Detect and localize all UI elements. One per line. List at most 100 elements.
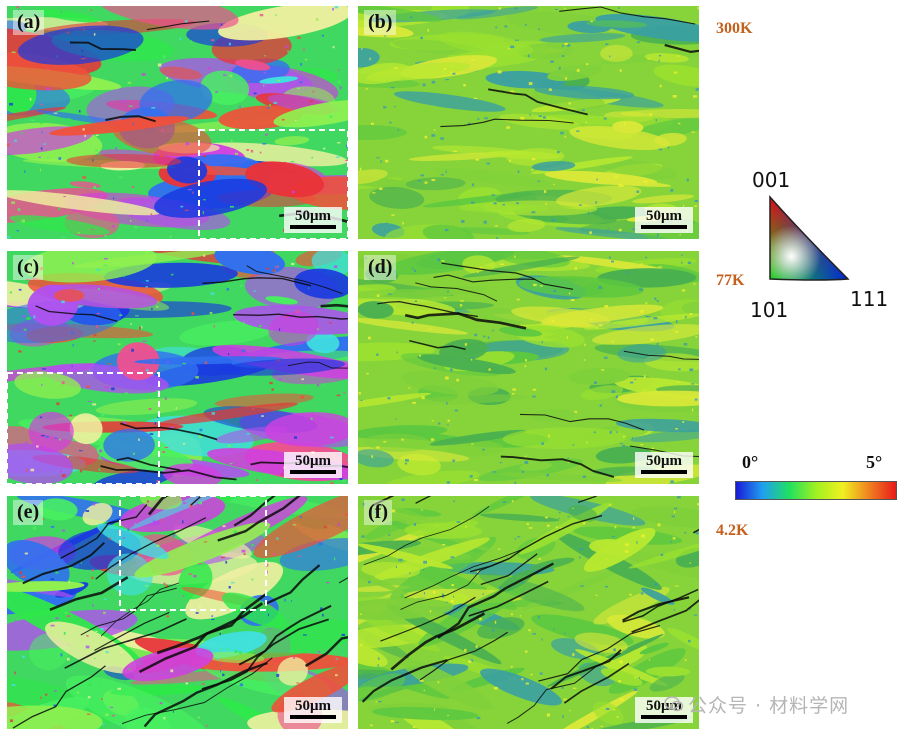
grain [592, 701, 624, 725]
ipf-orientation-map [7, 251, 348, 484]
speckle [38, 156, 41, 158]
speckle [162, 451, 165, 454]
speckle [85, 645, 90, 649]
speckle [54, 690, 57, 692]
crack [404, 548, 524, 599]
speckle [447, 714, 449, 717]
speckle [156, 544, 160, 547]
speckle [184, 209, 189, 211]
speckle [595, 201, 597, 204]
speckle [142, 340, 147, 342]
panel-label: (e) [13, 500, 44, 525]
speckle [404, 462, 408, 465]
speckle [427, 29, 429, 32]
speckle [39, 121, 44, 124]
grain [366, 62, 471, 82]
speckle [127, 668, 131, 670]
speckle [413, 523, 416, 526]
speckle [310, 413, 314, 417]
speckle [92, 503, 96, 506]
grain [485, 150, 562, 160]
speckle [221, 647, 223, 651]
speckle [361, 48, 363, 50]
speckle [674, 585, 679, 587]
speckle [398, 558, 403, 562]
grain [358, 17, 414, 38]
grain [462, 256, 580, 278]
grain [265, 296, 298, 305]
speckle [130, 323, 132, 325]
crack [120, 422, 218, 441]
speckle [414, 597, 417, 599]
speckle [159, 702, 163, 705]
speckle [611, 340, 614, 343]
grain [507, 218, 546, 233]
speckle [521, 582, 525, 584]
speckle [596, 178, 598, 181]
speckle [261, 415, 264, 417]
speckle [81, 55, 85, 59]
crack [380, 596, 476, 642]
speckle [122, 537, 126, 539]
speckle [484, 117, 488, 120]
speckle [82, 28, 85, 31]
speckle [359, 167, 362, 171]
speckle [596, 326, 599, 329]
speckle [123, 421, 127, 424]
grain [372, 707, 479, 721]
speckle [22, 655, 25, 659]
speckle [198, 563, 203, 565]
grain [53, 289, 85, 302]
speckle [504, 25, 508, 28]
grain [389, 536, 497, 601]
grain [122, 647, 214, 681]
speckle [371, 122, 374, 125]
speckle [538, 615, 540, 619]
speckle [539, 672, 543, 675]
speckle [515, 39, 519, 41]
speckle [315, 328, 317, 331]
speckle [25, 441, 28, 444]
speckle [26, 278, 30, 281]
speckle [58, 157, 62, 160]
speckle [633, 688, 638, 691]
speckle [528, 629, 531, 632]
grain [639, 642, 669, 655]
speckle [678, 122, 681, 125]
speckle [655, 119, 657, 122]
crack [201, 618, 329, 690]
speckle [220, 663, 222, 665]
speckle [450, 71, 454, 73]
speckle [422, 83, 426, 87]
speckle [61, 381, 65, 385]
speckle [389, 121, 392, 124]
speckle [157, 63, 162, 67]
speckle [679, 234, 681, 236]
speckle [525, 682, 529, 685]
speckle [317, 328, 319, 331]
speckle [67, 657, 70, 661]
speckle [288, 315, 293, 318]
speckle [18, 350, 22, 353]
speckle [386, 222, 388, 224]
crack [563, 662, 630, 704]
speckle [618, 228, 622, 232]
speckle [95, 630, 98, 632]
grain [69, 181, 101, 189]
speckle [318, 539, 322, 542]
speckle [620, 442, 623, 445]
speckle [185, 682, 189, 685]
speckle [211, 615, 214, 618]
speckle [508, 81, 512, 83]
crack [433, 274, 536, 283]
speckle [120, 587, 122, 589]
speckle [183, 595, 185, 597]
speckle [359, 613, 362, 615]
speckle [215, 97, 218, 100]
speckle [473, 97, 478, 99]
speckle [611, 536, 615, 538]
grain [106, 553, 153, 596]
speckle [423, 560, 427, 564]
crack [60, 504, 148, 559]
kam-colorbar [735, 481, 897, 500]
